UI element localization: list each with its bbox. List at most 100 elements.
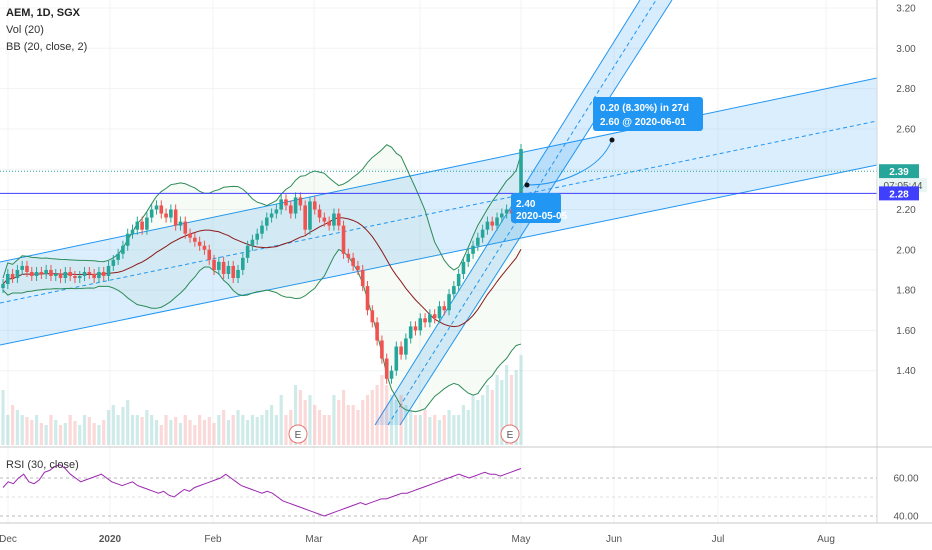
price-axis-tick: 2.80	[896, 84, 916, 95]
volume-bar	[351, 405, 355, 445]
candle-body	[332, 213, 336, 226]
volume-bar	[303, 400, 307, 445]
symbol-label: AEM, 1D, SGX	[6, 7, 80, 19]
time-axis-label: Feb	[204, 534, 222, 545]
candle-body	[34, 271, 39, 276]
volume-bar	[399, 395, 403, 445]
candle-body	[1, 284, 5, 289]
rsi-legend[interactable]: RSI (30, close)	[6, 459, 79, 471]
volume-legend[interactable]: Vol (20)	[6, 24, 44, 36]
level-price-badge	[879, 186, 919, 201]
volume-bar	[212, 423, 216, 445]
candle-body	[500, 213, 504, 218]
candle-body	[178, 221, 183, 226]
projection-target-label: 2.60 @ 2020-06-01	[600, 117, 686, 128]
volume-bar	[178, 423, 183, 445]
earnings-marker-label: E	[507, 430, 514, 441]
volume-bar	[471, 395, 475, 445]
candle-body	[221, 261, 226, 274]
symbol-legend[interactable]: AEM, 1D, SGX	[6, 7, 80, 19]
volume-bar	[365, 395, 370, 445]
candle-body	[476, 237, 480, 246]
last-price-value: 2.39	[889, 167, 909, 178]
candle-body	[183, 221, 188, 234]
volume-bar	[370, 390, 374, 445]
time-axis-label: Jul	[712, 534, 725, 545]
volume-bar	[126, 400, 130, 445]
volume-bar	[466, 410, 470, 445]
volume-bar	[121, 407, 125, 445]
volume-bar	[332, 395, 336, 445]
time-axis-label: May	[512, 534, 531, 545]
price-axis-tick: 1.40	[896, 366, 916, 377]
candle-body	[260, 225, 264, 234]
bollinger-lower-line	[2, 248, 522, 413]
candle-body	[87, 271, 92, 274]
bollinger-legend[interactable]: BB (20, close, 2)	[6, 41, 87, 53]
price-axis-tick: 2.20	[896, 205, 916, 216]
volume-bar	[222, 410, 226, 445]
candle-body	[226, 265, 231, 274]
time-axis-label: Apr	[412, 534, 428, 545]
bollinger-upper-line	[2, 144, 522, 279]
candle-body	[418, 318, 423, 331]
volume-bar	[20, 415, 24, 445]
price-axis-tick: 3.20	[896, 4, 916, 15]
volume-bar	[34, 415, 39, 445]
volume-bar	[58, 425, 63, 445]
volume-bar	[260, 415, 264, 445]
rsi-axis-tick: 60.00	[893, 474, 918, 485]
volume-bar	[207, 417, 211, 445]
candle-body	[317, 209, 322, 218]
candle-body	[360, 269, 365, 287]
volume-bar	[476, 400, 480, 445]
volume-bar	[341, 390, 346, 445]
candle-body	[466, 253, 471, 262]
candle-body	[236, 269, 240, 279]
earnings-marker-circle	[500, 424, 520, 444]
candle-body	[10, 273, 15, 279]
price-axis-tick: 2.00	[896, 245, 916, 256]
candle-body	[15, 269, 20, 279]
volume-bar	[30, 420, 34, 445]
volume-bar	[1, 390, 5, 445]
volume-bar	[54, 420, 58, 445]
candle-body	[322, 217, 327, 222]
volume-bar	[226, 420, 231, 445]
volume-bar	[6, 415, 10, 445]
volume-bar	[317, 410, 322, 445]
candle-body	[202, 245, 207, 250]
anchor-label-box	[511, 193, 561, 223]
projection-end-dot	[609, 137, 615, 143]
candle-body	[303, 205, 307, 230]
candle-body	[135, 221, 140, 230]
volume-bar	[385, 385, 389, 445]
volume-bar	[116, 415, 120, 445]
anchor-price-label: 2.40	[516, 199, 536, 210]
candle-body	[125, 233, 130, 246]
volume-bar	[106, 410, 111, 445]
candle-body	[312, 201, 317, 210]
candle-body	[121, 245, 125, 254]
projection-curve	[526, 139, 613, 186]
candle-body	[452, 286, 456, 295]
volume-bar	[485, 385, 490, 445]
volume-bar	[174, 417, 178, 445]
candle-body	[5, 273, 10, 285]
volume-bar	[404, 405, 408, 445]
earnings-marker-circle	[288, 424, 308, 444]
volume-bar	[293, 385, 298, 445]
candle-body	[365, 286, 370, 311]
volume-bar	[505, 365, 509, 445]
candle-body	[495, 217, 499, 226]
rsi-axis-tick: 40.00	[893, 512, 918, 523]
volume-bar	[150, 415, 154, 445]
volume-bar	[481, 395, 485, 445]
volume-bar	[457, 415, 461, 445]
candle-body	[504, 209, 509, 214]
volume-bar	[25, 417, 29, 445]
volume-bar	[356, 410, 360, 445]
level-price-value: 2.28	[889, 189, 909, 200]
volume-bar	[337, 400, 341, 445]
